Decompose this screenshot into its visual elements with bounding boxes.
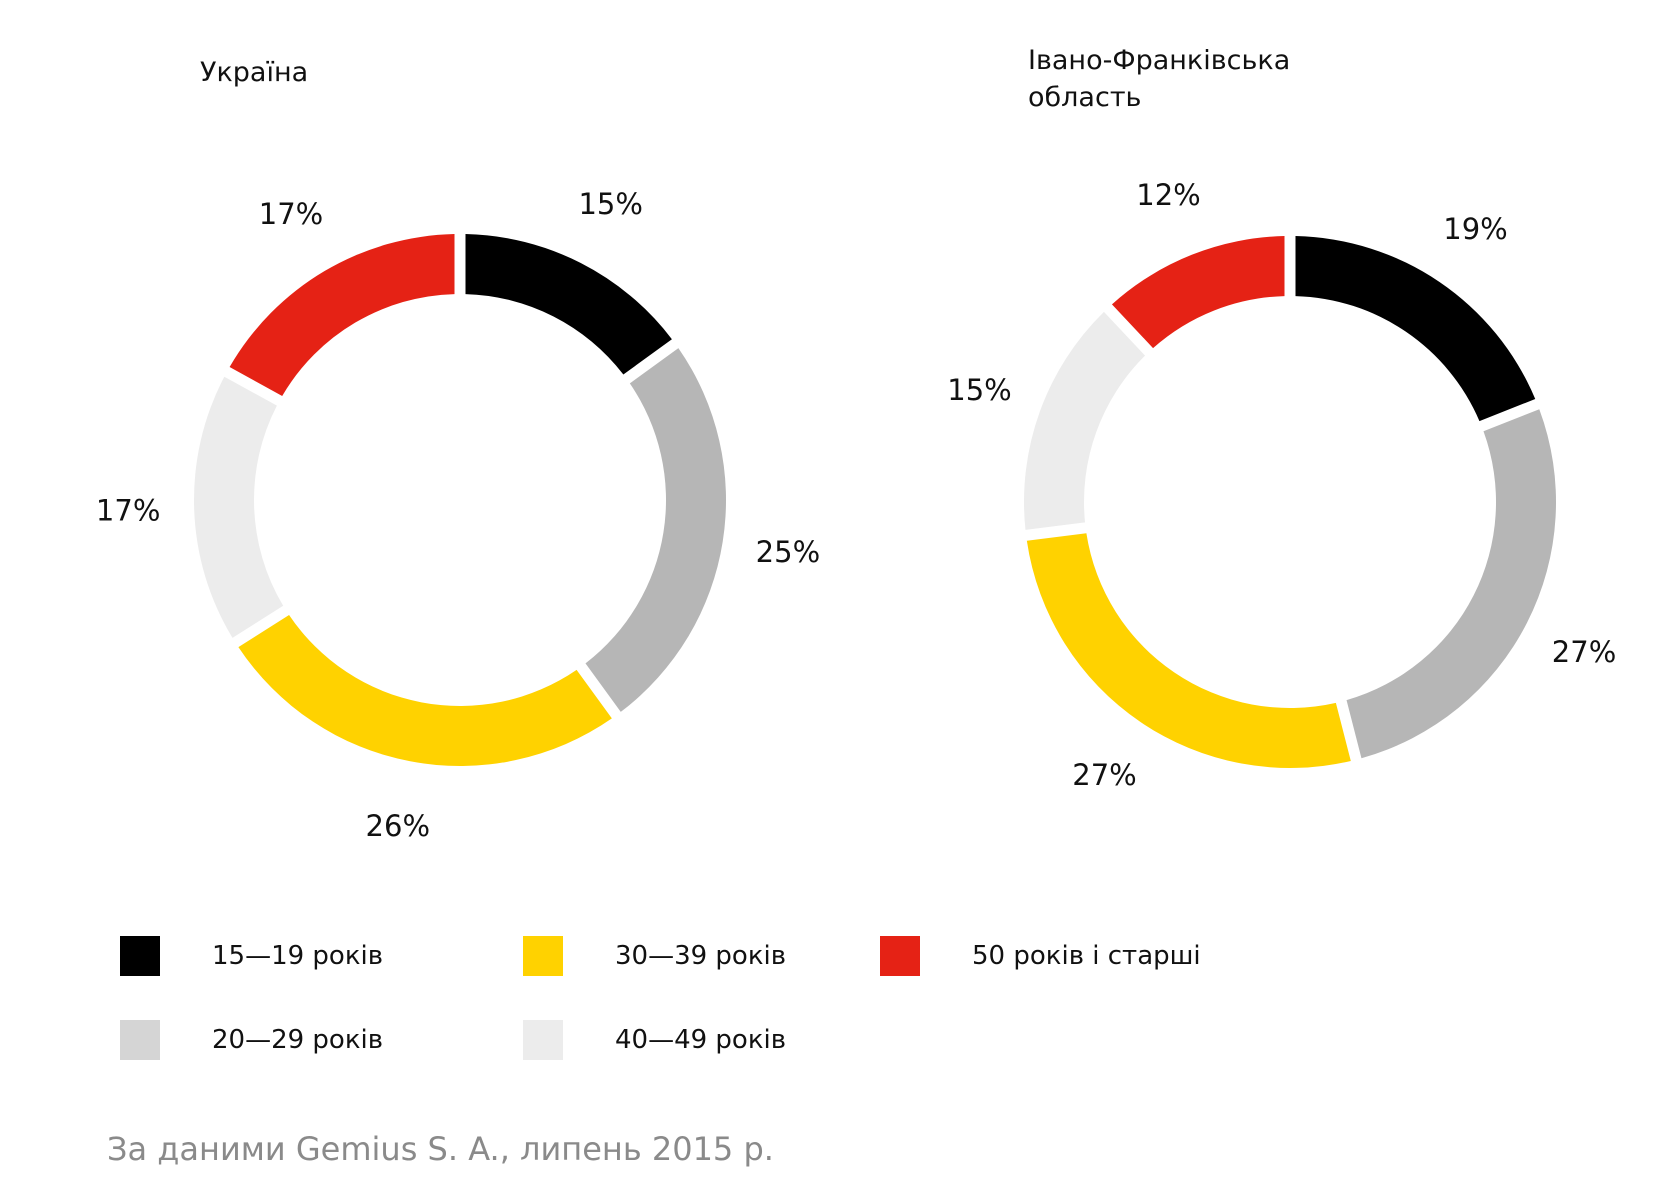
donut-chart-ivano-frankivsk: 19% 27% 27% 15% 12% [947, 178, 1616, 792]
data-label-30-39: 26% [366, 809, 430, 843]
data-label-40-49: 17% [96, 493, 160, 527]
slice-40-49 [193, 376, 284, 638]
data-label-40-49: 15% [947, 373, 1011, 407]
data-label-15-19: 15% [578, 187, 642, 221]
slice-40-49 [1023, 311, 1146, 530]
data-label-20-29: 25% [756, 535, 820, 569]
slice-15-19 [465, 234, 672, 375]
slice-30-39 [1026, 533, 1351, 768]
data-label-20-29: 27% [1552, 635, 1616, 669]
slice-15-19 [1295, 236, 1536, 422]
donut-chart-ukraine: 15% 25% 26% 17% 17% [96, 187, 820, 843]
slice-20-29 [585, 348, 726, 712]
slice-50-plus [229, 234, 455, 396]
slice-50-plus [1111, 236, 1285, 349]
source-note: За даними Gemius S. A., липень 2015 р. [107, 1130, 774, 1168]
data-label-30-39: 27% [1072, 758, 1136, 792]
slice-20-29 [1346, 409, 1556, 759]
data-label-50-plus: 12% [1136, 178, 1200, 212]
data-label-50-plus: 17% [259, 197, 323, 231]
chart-title-ukraine: Україна [200, 57, 309, 88]
slice-30-39 [238, 614, 612, 766]
data-label-15-19: 19% [1443, 212, 1507, 246]
chart-title-ivano-frankivsk: Івано-Франківська область [1028, 45, 1291, 113]
